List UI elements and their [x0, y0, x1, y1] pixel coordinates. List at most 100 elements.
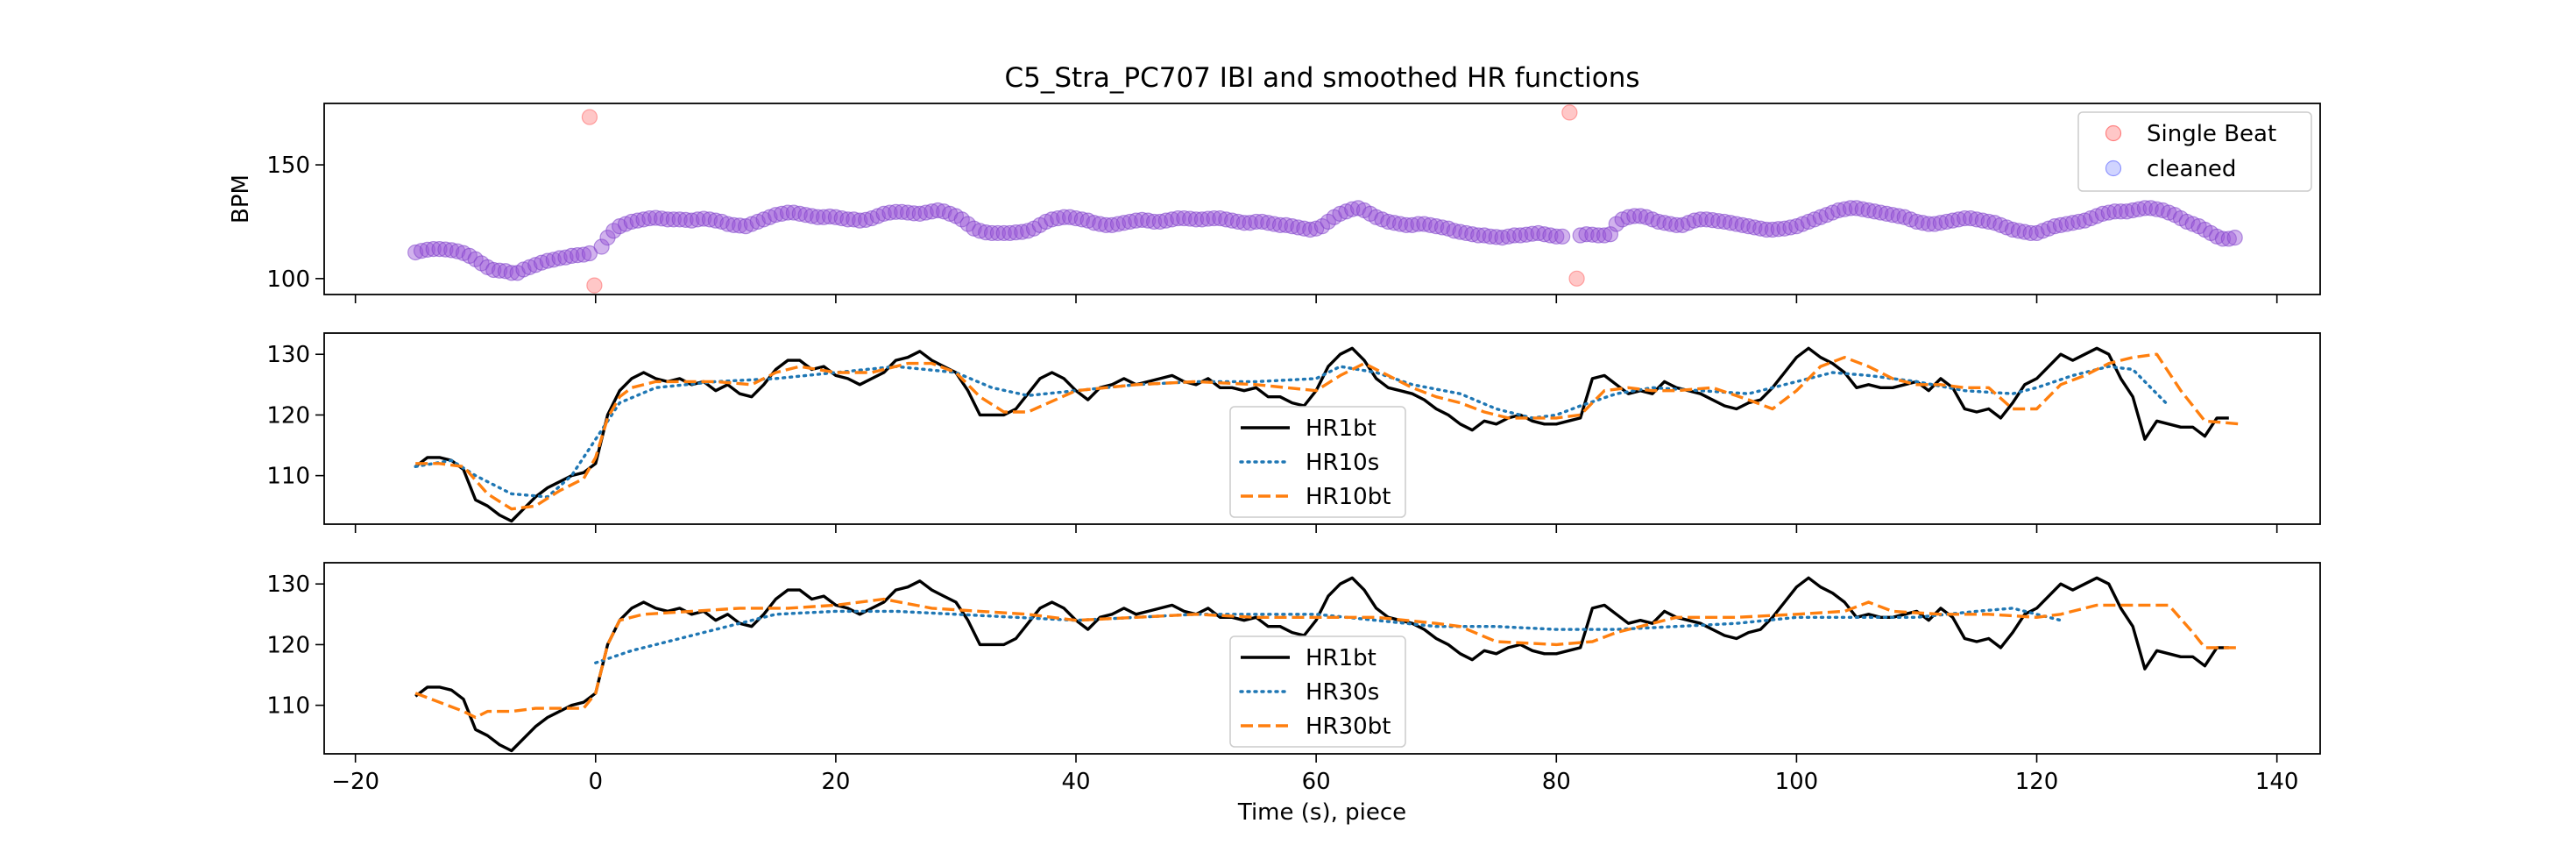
- cleaned-point: [677, 211, 694, 228]
- cleaned-point: [1596, 227, 1613, 244]
- cleaned-point: [852, 212, 868, 229]
- cleaned-point: [1698, 211, 1715, 228]
- hr30-panel: 110 120 130 −20 0 20 40 60 80 100 120 140 HR1bt HR30s…: [266, 562, 2321, 795]
- cleaned-point: [2046, 218, 2063, 235]
- cleaned-point: [1764, 221, 1781, 238]
- cleaned-point: [1914, 215, 1931, 231]
- cleaned-point: [1662, 216, 1679, 232]
- cleaned-point: [1073, 211, 1090, 228]
- y-tick-label: 120: [266, 402, 310, 429]
- cleaned-point: [1572, 227, 1589, 244]
- cleaned-point: [1115, 215, 1132, 231]
- hr10-panel: 110 120 130 HR1bt HR10s HR10bt: [266, 332, 2321, 533]
- series-hr10s-line: [414, 365, 2171, 499]
- cleaned-point: [593, 238, 610, 255]
- cleaned-point: [696, 210, 712, 227]
- cleaned-point: [1524, 225, 1540, 242]
- x-tick-label: 140: [2255, 769, 2299, 795]
- legend-frame: [1229, 635, 1406, 748]
- axes-frame: [323, 332, 2321, 525]
- cleaned-point: [1242, 215, 1258, 231]
- cleaned-point: [551, 250, 568, 266]
- cleaned-point: [539, 252, 556, 269]
- cleaned-point: [581, 245, 598, 262]
- y-axis-label: BPM: [228, 174, 254, 224]
- cleaned-point: [732, 217, 748, 234]
- cleaned-point: [1433, 219, 1451, 236]
- cleaned-point: [1632, 208, 1649, 224]
- cleaned-point: [1782, 219, 1799, 236]
- x-tick-label: 60: [1302, 769, 1331, 795]
- cleaned-point: [1086, 215, 1102, 231]
- cleaned-point: [2142, 200, 2159, 217]
- legend: Single Beat cleaned: [2077, 111, 2312, 192]
- cleaned-point: [425, 240, 442, 258]
- cleaned-point: [1602, 226, 1619, 243]
- cleaned-point: [1428, 218, 1445, 235]
- cleaned-point: [1872, 204, 1889, 221]
- cleaned-point: [1938, 213, 1955, 231]
- cleaned-point: [431, 240, 448, 258]
- cleaned-point: [1957, 209, 1973, 227]
- single-beat-point: [1568, 270, 1585, 287]
- legend-frame: [1229, 406, 1406, 518]
- cleaned-point: [774, 205, 790, 222]
- cleaned-point: [623, 213, 640, 231]
- cleaned-point: [816, 209, 832, 225]
- cleaned-point: [1067, 209, 1085, 227]
- cleaned-point: [1542, 227, 1559, 244]
- cleaned-point: [1446, 223, 1462, 239]
- cleaned-point: [1728, 216, 1744, 232]
- legend-label: Single Beat: [2147, 121, 2276, 147]
- cleaned-point: [2220, 231, 2237, 247]
- cleaned-point: [791, 205, 808, 222]
- x-axis-label: Time (s), piece: [1237, 799, 1406, 826]
- cleaned-point: [2064, 215, 2081, 231]
- cleaned-point: [1218, 211, 1235, 228]
- cleaned-point: [1212, 209, 1228, 227]
- cleaned-point: [1752, 220, 1769, 237]
- y-tick-label: 150: [266, 153, 310, 179]
- x-tick-label: 120: [2015, 769, 2059, 795]
- cleaned-point: [1879, 205, 1895, 222]
- cleaned-point: [833, 209, 850, 227]
- cleaned-point: [2005, 221, 2021, 238]
- cleaned-point: [839, 211, 856, 228]
- cleaned-point: [1134, 211, 1150, 228]
- cleaned-point: [2130, 201, 2148, 217]
- cleaned-point: [407, 244, 424, 261]
- cleaned-point: [570, 247, 586, 264]
- cleaned-point: [1452, 224, 1468, 240]
- cleaned-point: [894, 203, 910, 220]
- cleaned-point: [2100, 204, 2117, 221]
- cleaned-point: [881, 204, 898, 221]
- cleaned-point: [2010, 223, 2028, 239]
- cleaned-point: [1921, 216, 1937, 232]
- cleaned-point: [1410, 216, 1426, 232]
- cleaned-point: [2016, 224, 2033, 240]
- legend-label: HR1bt: [1306, 645, 1376, 671]
- cleaned-point: [503, 265, 520, 281]
- plot-area: [407, 104, 2243, 294]
- x-tick-label: 100: [1775, 769, 1819, 795]
- cleaned-point: [1506, 227, 1523, 244]
- cleaned-point: [1476, 227, 1493, 244]
- single-beat-point: [581, 109, 598, 125]
- cleaned-point: [1277, 217, 1294, 233]
- cleaned-point: [1884, 207, 1901, 224]
- cleaned-point: [797, 207, 814, 224]
- cleaned-point: [659, 211, 676, 228]
- single-beat-point: [1561, 104, 1578, 121]
- cleaned-point: [1235, 215, 1253, 231]
- cleaned-point: [575, 246, 592, 263]
- cleaned-point: [1584, 226, 1601, 243]
- series-hr10bt-line: [415, 352, 2241, 511]
- cleaned-point: [1494, 230, 1511, 246]
- cleaned-point: [1464, 226, 1481, 243]
- cleaned-point: [2226, 230, 2243, 246]
- cleaned-point: [1109, 216, 1127, 232]
- plot-area: [414, 576, 2241, 753]
- cleaned-point: [1932, 215, 1949, 231]
- cleaned-point: [654, 210, 670, 227]
